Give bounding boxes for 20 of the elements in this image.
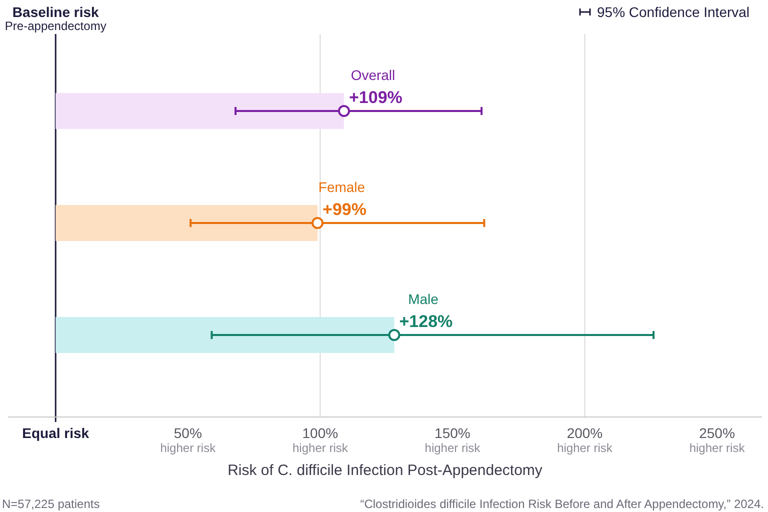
data-label: +109% [348,88,402,107]
x-tick-label: 150% higher risk [424,425,482,455]
bar [56,205,318,241]
y-tick-label: Female [318,179,366,195]
text: “Clostridioides difficile Infection Risk Before and After Appendectomy,” 2024. [360,497,764,511]
text: 95% Confidence Interval [597,4,750,20]
x-tick-label: Equal risk [22,425,90,441]
x-axis-title: Risk of C. difficile Infection Post-Appendectomy [228,462,543,479]
ref-line-label: Baseline risk Pre-appendectomy [4,4,106,33]
x-tick-label: 100% higher risk [292,425,349,455]
x-tick-label: 200% higher risk [557,425,614,455]
data-label: +128% [399,312,453,331]
x-tick-label: 50% higher risk [160,425,217,455]
x-tick-label: 250% higher risk [689,425,746,455]
data-label: +99% [322,200,366,219]
bar [56,93,344,129]
y-tick-label: Male [408,291,439,307]
y-tick-label: Overall [350,67,396,83]
text: N=57,225 patients [2,497,100,511]
bar [56,317,394,353]
